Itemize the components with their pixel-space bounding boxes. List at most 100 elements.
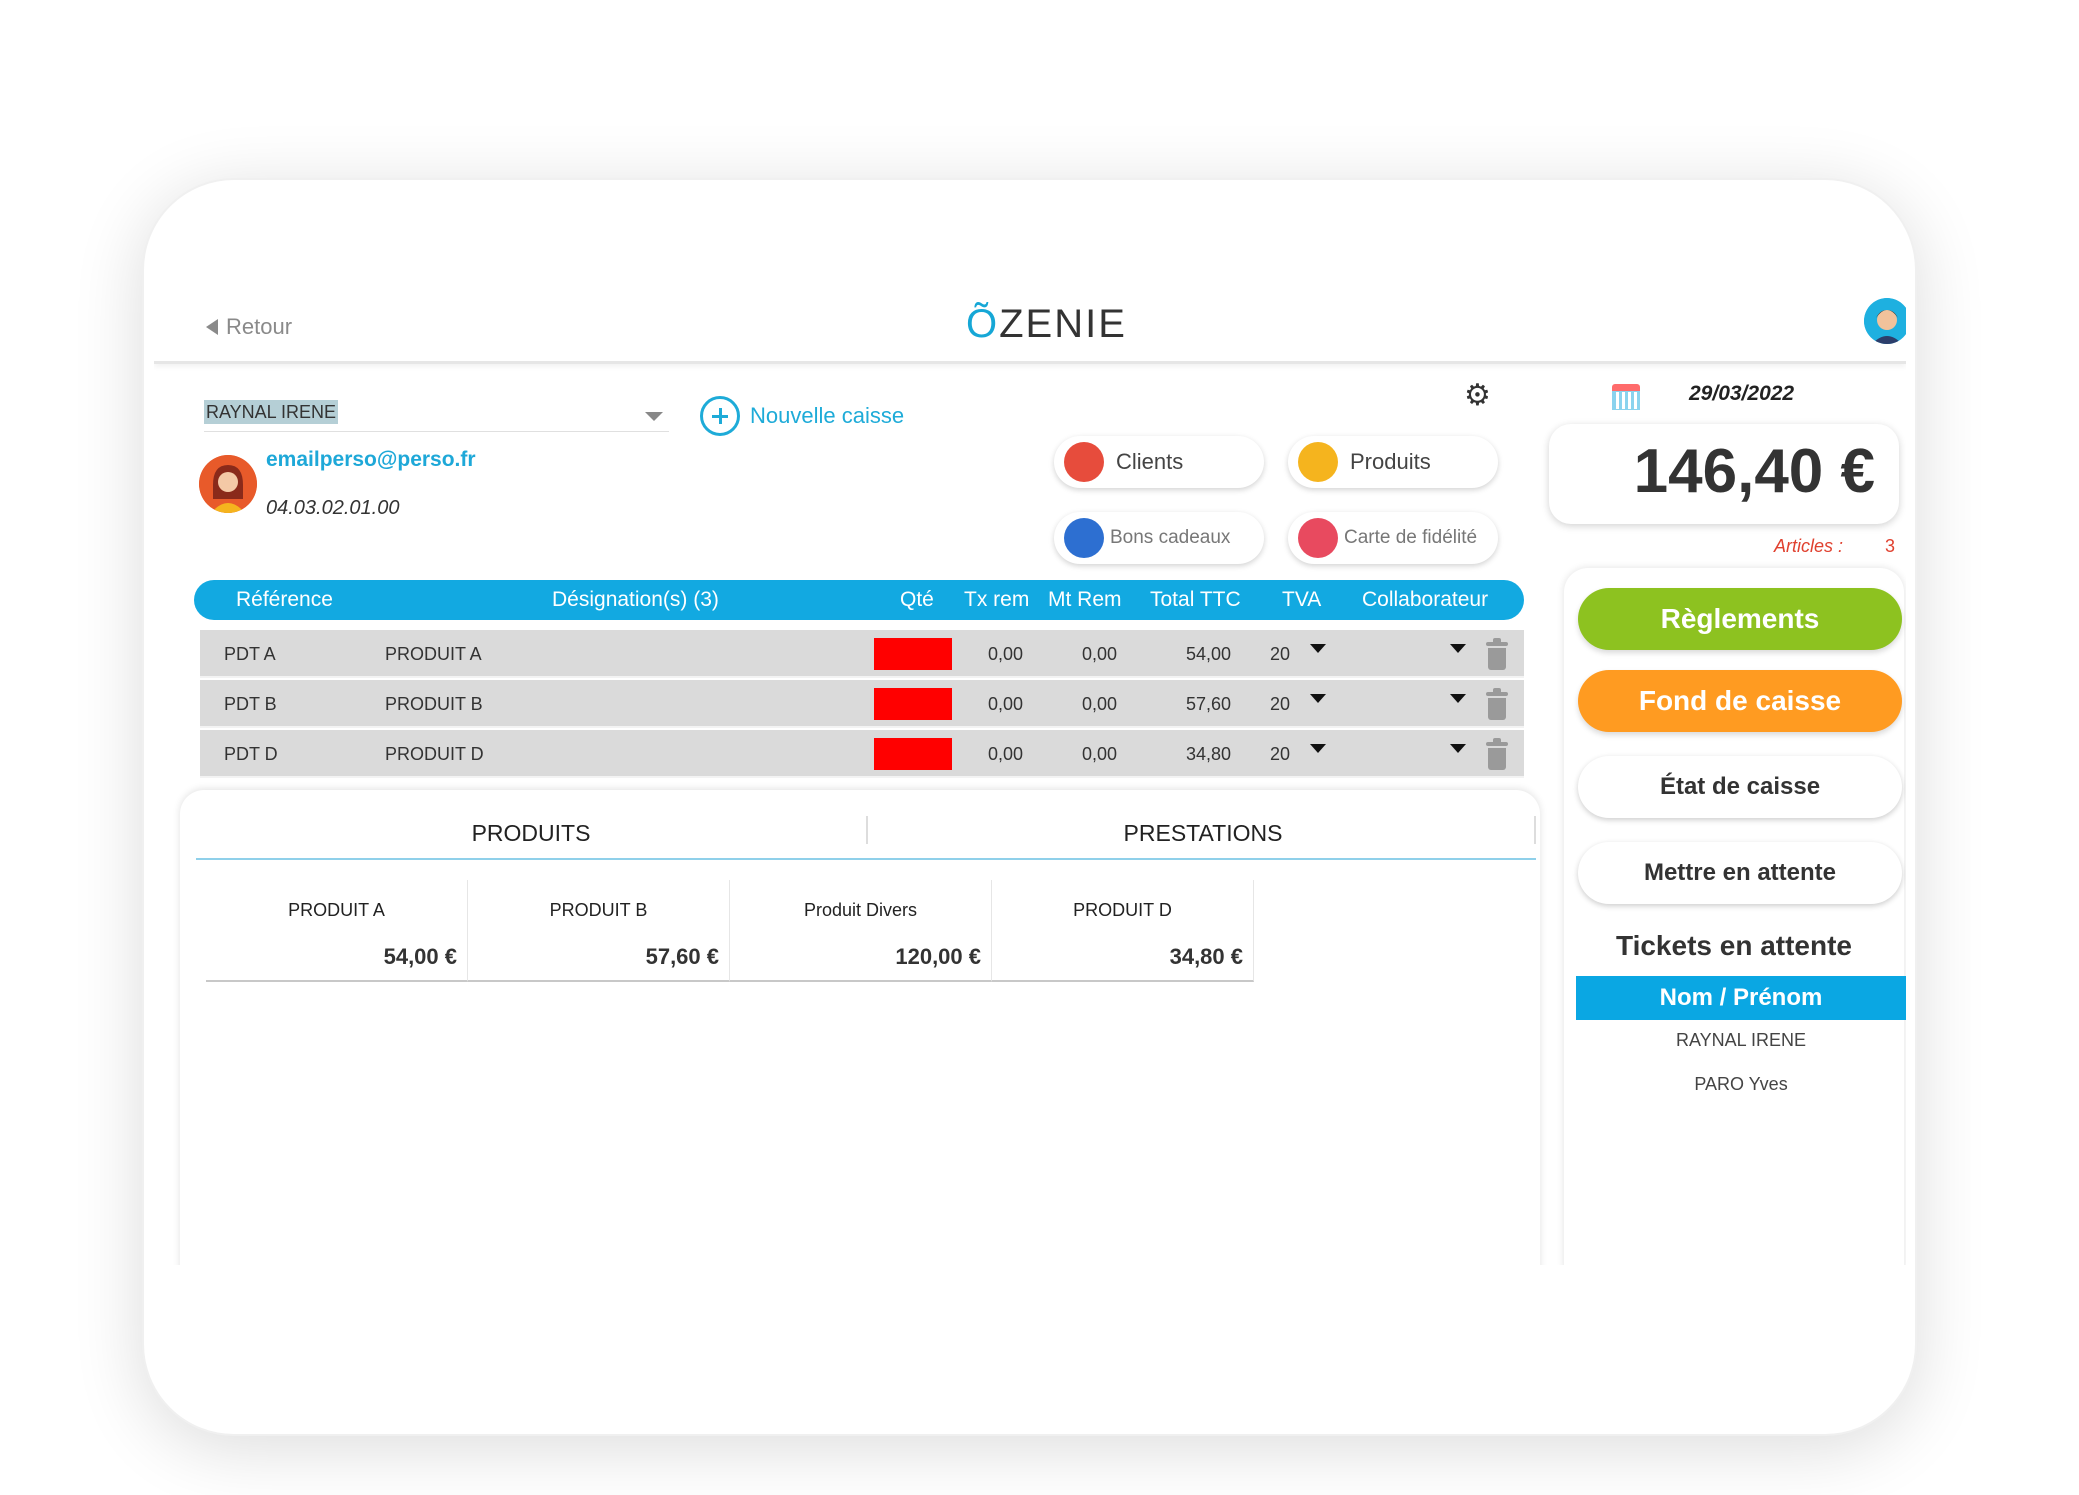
col-tx-rem: Tx rem bbox=[964, 588, 1030, 611]
qty-input[interactable] bbox=[874, 688, 952, 720]
reglements-button[interactable]: Règlements bbox=[1578, 588, 1902, 650]
row-total: 57,60 bbox=[1186, 694, 1232, 714]
row-total: 34,80 bbox=[1186, 744, 1232, 764]
row-mt-rem[interactable]: 0,00 bbox=[1082, 744, 1118, 764]
produits-label: Produits bbox=[1350, 449, 1431, 474]
qty-input[interactable] bbox=[874, 638, 952, 670]
logo-text: ZENIE bbox=[999, 302, 1127, 346]
row-designation: PRODUIT B bbox=[385, 694, 483, 714]
tab-divider bbox=[1534, 816, 1536, 844]
product-name: PRODUIT B bbox=[549, 900, 648, 920]
collaborateur-dropdown-icon[interactable] bbox=[1450, 644, 1466, 653]
product-price: 34,80 € bbox=[1169, 944, 1243, 969]
row-ref: PDT D bbox=[224, 744, 278, 764]
client-name: RAYNAL IRENE bbox=[204, 400, 339, 424]
product-card[interactable]: PRODUIT D 34,80 € bbox=[992, 880, 1254, 982]
tab-prestations[interactable]: PRESTATIONS bbox=[1123, 820, 1283, 846]
table-row[interactable]: PDT B PRODUIT B 0,00 0,00 57,60 20 bbox=[200, 680, 1524, 728]
top-bar: Retour ÕZENIE bbox=[154, 290, 1906, 364]
col-mt-rem: Mt Rem bbox=[1048, 588, 1122, 611]
etat-de-caisse-button[interactable]: État de caisse bbox=[1578, 756, 1902, 818]
settings-gear-icon[interactable]: ⚙ bbox=[1464, 379, 1491, 412]
tab-produits[interactable]: PRODUITS bbox=[471, 820, 591, 846]
collaborateur-dropdown-icon[interactable] bbox=[1450, 694, 1466, 703]
total-box: 146,40 € bbox=[1549, 424, 1899, 524]
loyalty-heart-icon bbox=[1298, 518, 1338, 558]
total-amount: 146,40 € bbox=[1633, 437, 1875, 506]
product-card[interactable]: PRODUIT B 57,60 € bbox=[468, 880, 730, 982]
row-ref: PDT B bbox=[224, 694, 277, 714]
row-tx-rem[interactable]: 0,00 bbox=[988, 644, 1024, 664]
carte-fidelite-button[interactable]: Carte de fidélité bbox=[1288, 512, 1498, 564]
bons-cadeaux-button[interactable]: Bons cadeaux bbox=[1054, 512, 1264, 564]
row-ref: PDT A bbox=[224, 644, 276, 664]
row-designation: PRODUIT D bbox=[385, 744, 484, 764]
product-name: PRODUIT D bbox=[1073, 900, 1172, 920]
produits-button[interactable]: Produits bbox=[1288, 436, 1498, 488]
back-arrow-icon bbox=[206, 319, 218, 335]
mettre-en-attente-button[interactable]: Mettre en attente bbox=[1578, 842, 1902, 904]
clients-button[interactable]: Clients bbox=[1054, 436, 1264, 488]
ticket-item[interactable]: PARO Yves bbox=[1694, 1074, 1788, 1094]
plus-circle-icon bbox=[700, 396, 740, 436]
collaborateur-dropdown-icon[interactable] bbox=[1450, 744, 1466, 753]
articles-label: Articles : bbox=[1774, 536, 1844, 556]
product-card[interactable]: PRODUIT A 54,00 € bbox=[206, 880, 468, 982]
row-mt-rem[interactable]: 0,00 bbox=[1082, 694, 1118, 714]
new-caisse-label: Nouvelle caisse bbox=[750, 403, 905, 428]
col-qte: Qté bbox=[900, 588, 934, 611]
product-name: Produit Divers bbox=[803, 900, 918, 920]
table-row[interactable]: PDT A PRODUIT A 0,00 0,00 54,00 20 bbox=[200, 630, 1524, 678]
col-total-ttc: Total TTC bbox=[1150, 588, 1241, 611]
trash-icon[interactable] bbox=[1486, 738, 1508, 770]
current-date: 29/03/2022 bbox=[1689, 382, 1795, 405]
product-price: 57,60 € bbox=[645, 944, 719, 969]
product-price: 120,00 € bbox=[895, 944, 981, 969]
client-avatar-icon bbox=[199, 455, 257, 513]
user-avatar-icon[interactable] bbox=[1864, 298, 1906, 344]
gift-icon bbox=[1064, 518, 1104, 558]
col-collaborateur: Collaborateur bbox=[1362, 588, 1489, 611]
fond-de-caisse-button[interactable]: Fond de caisse bbox=[1578, 670, 1902, 732]
chevron-down-icon bbox=[645, 412, 663, 421]
articles-count: 3 bbox=[1885, 536, 1896, 556]
product-name: PRODUIT A bbox=[288, 900, 385, 920]
catalog-panel: PRODUITS PRESTATIONS PRODUIT A 54,00 € P… bbox=[180, 790, 1540, 1265]
row-designation: PRODUIT A bbox=[385, 644, 482, 664]
row-mt-rem[interactable]: 0,00 bbox=[1082, 644, 1118, 664]
row-tx-rem[interactable]: 0,00 bbox=[988, 694, 1024, 714]
col-designation: Désignation(s) (3) bbox=[552, 588, 719, 611]
back-label: Retour bbox=[226, 314, 293, 339]
logo-mark: Õ bbox=[966, 302, 1000, 346]
tva-dropdown-icon[interactable] bbox=[1310, 694, 1326, 703]
tickets-header: Nom / Prénom bbox=[1576, 976, 1906, 1020]
row-tva[interactable]: 20 bbox=[1270, 744, 1291, 764]
ticket-item[interactable]: RAYNAL IRENE bbox=[1675, 1030, 1807, 1050]
row-total: 54,00 bbox=[1186, 644, 1232, 664]
trash-icon[interactable] bbox=[1486, 638, 1508, 670]
bons-cadeaux-label: Bons cadeaux bbox=[1110, 527, 1231, 548]
client-phone: 04.03.02.01.00 bbox=[266, 497, 400, 519]
product-price: 54,00 € bbox=[383, 944, 457, 969]
tab-divider bbox=[866, 816, 868, 844]
tickets-title: Tickets en attente bbox=[1615, 930, 1853, 961]
col-tva: TVA bbox=[1282, 588, 1322, 611]
trash-icon[interactable] bbox=[1486, 688, 1508, 720]
calendar-icon[interactable] bbox=[1612, 384, 1640, 410]
tva-dropdown-icon[interactable] bbox=[1310, 744, 1326, 753]
cart-table-header: Référence Désignation(s) (3) Qté Tx rem … bbox=[194, 580, 1524, 620]
back-button[interactable]: Retour bbox=[206, 314, 292, 340]
tva-dropdown-icon[interactable] bbox=[1310, 644, 1326, 653]
client-select[interactable]: RAYNAL IRENE bbox=[204, 400, 669, 432]
row-tva[interactable]: 20 bbox=[1270, 644, 1291, 664]
qty-input[interactable] bbox=[874, 738, 952, 770]
client-email[interactable]: emailperso@perso.fr bbox=[266, 448, 476, 471]
row-tx-rem[interactable]: 0,00 bbox=[988, 744, 1024, 764]
table-row[interactable]: PDT D PRODUIT D 0,00 0,00 34,80 20 bbox=[200, 730, 1524, 778]
new-caisse-button[interactable]: Nouvelle caisse bbox=[700, 396, 904, 436]
product-card[interactable]: Produit Divers 120,00 € bbox=[730, 880, 992, 982]
carte-fidelite-label: Carte de fidélité bbox=[1344, 527, 1478, 548]
row-tva[interactable]: 20 bbox=[1270, 694, 1291, 714]
clients-label: Clients bbox=[1116, 449, 1184, 474]
app-logo: ÕZENIE bbox=[966, 302, 1127, 347]
